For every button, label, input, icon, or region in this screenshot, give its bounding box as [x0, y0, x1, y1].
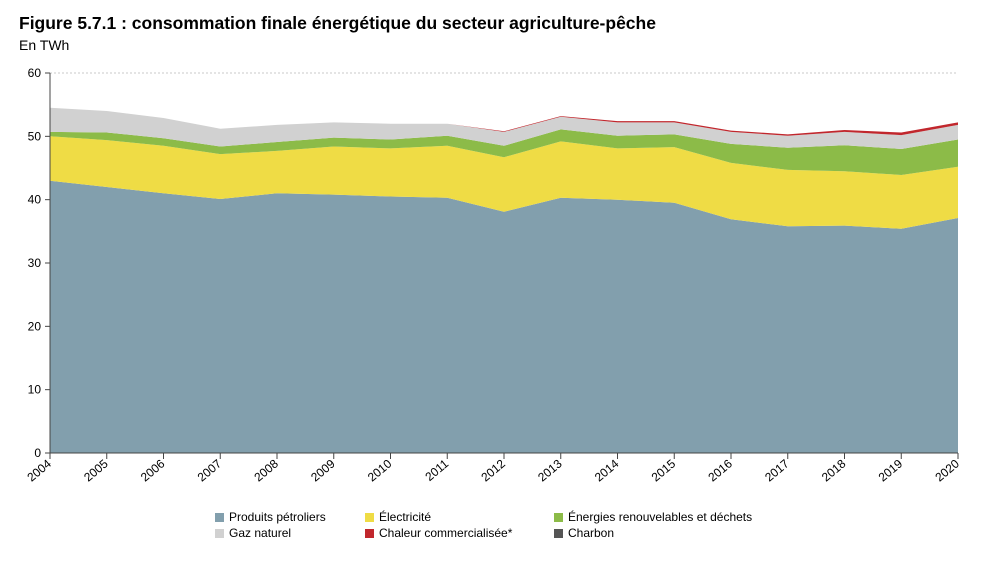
area-energies-renouvelables-et-dechets — [50, 129, 958, 175]
legend-item: Charbon — [554, 526, 614, 540]
legend-swatch — [215, 528, 224, 538]
legend-label: Électricité — [379, 510, 432, 524]
y-tick-label: 60 — [28, 66, 42, 80]
x-tick-label: 2010 — [365, 456, 395, 484]
x-tick-label: 2014 — [592, 456, 622, 484]
legend-item: Électricité — [365, 510, 431, 524]
legend-label: Produits pétroliers — [229, 510, 326, 524]
x-tick-label: 2020 — [932, 456, 962, 484]
y-tick-label: 30 — [28, 256, 42, 270]
y-tick-label: 0 — [34, 446, 41, 460]
x-tick-label: 2018 — [819, 456, 849, 484]
x-tick-label: 2017 — [762, 456, 792, 484]
legend-label: Énergies renouvelables et déchets — [568, 510, 753, 524]
area-electricite — [50, 136, 958, 229]
area-chaleur-commercialisee — [50, 107, 958, 136]
legend-swatch — [554, 512, 563, 522]
x-tick-label: 2006 — [138, 456, 168, 484]
legend-item: Produits pétroliers — [215, 510, 326, 524]
x-tick-label: 2008 — [251, 456, 281, 484]
x-tick-label: 2019 — [876, 456, 906, 484]
x-tick-label: 2005 — [81, 456, 111, 484]
area-produits-petroliers — [50, 180, 958, 453]
x-tick-label: 2011 — [422, 456, 451, 484]
legend-swatch — [215, 512, 224, 522]
y-tick-label: 50 — [28, 129, 42, 143]
x-tick-label: 2016 — [705, 456, 735, 484]
chart-title: Figure 5.7.1 : consommation finale énerg… — [19, 13, 656, 33]
legend-label: Chaleur commercialisée* — [379, 526, 513, 540]
x-tick-label: 2013 — [535, 456, 565, 484]
area-gaz-naturel — [50, 107, 958, 149]
legend-label: Charbon — [568, 526, 615, 540]
area-series-group — [50, 107, 958, 453]
legend-swatch — [554, 528, 563, 538]
x-tick-label: 2009 — [308, 456, 338, 484]
y-tick-label: 10 — [28, 383, 42, 397]
y-tick-label: 20 — [28, 319, 42, 333]
chart-unit-label: En TWh — [19, 37, 70, 53]
legend-item: Chaleur commercialisée* — [365, 526, 512, 540]
legend-swatch — [365, 512, 374, 522]
x-tick-label: 2015 — [649, 456, 679, 484]
legend-item: Énergies renouvelables et déchets — [554, 510, 752, 524]
legend-label: Gaz naturel — [229, 526, 292, 540]
x-tick-label: 2004 — [24, 456, 54, 484]
x-tick-label: 2007 — [195, 456, 225, 484]
y-tick-label: 40 — [28, 193, 42, 207]
legend-item: Gaz naturel — [215, 526, 291, 540]
legend-swatch — [365, 528, 374, 538]
x-tick-label: 2012 — [478, 456, 508, 484]
